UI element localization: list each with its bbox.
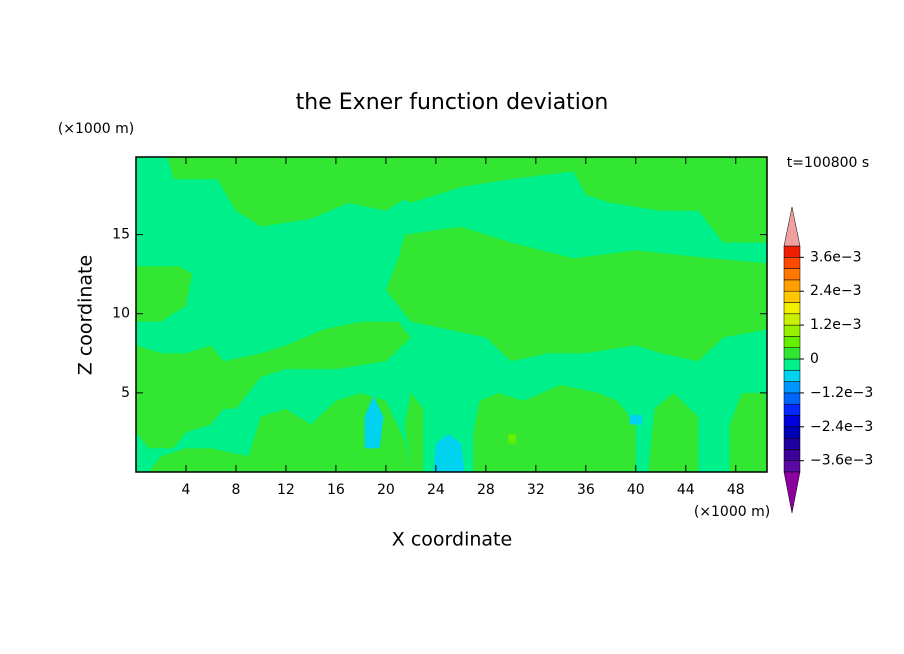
colorbar-box	[783, 370, 801, 382]
x-axis-label: X coordinate	[392, 529, 512, 551]
x-tick-label: 20	[377, 482, 395, 498]
colorbar-box	[783, 268, 801, 281]
x-tick-label: 12	[277, 482, 295, 498]
colorbar-box	[783, 347, 801, 360]
time-annotation: t=100800 s	[787, 155, 869, 171]
contour-region	[136, 266, 193, 322]
contour-region	[433, 434, 465, 472]
colorbar-box	[783, 290, 801, 303]
x-tick-label: 24	[427, 482, 445, 498]
colorbar-box	[783, 403, 801, 416]
contour-field	[136, 157, 767, 472]
contour-region	[629, 415, 642, 425]
x-tick-label: 4	[182, 482, 191, 498]
x-unit: (×1000 m)	[694, 504, 770, 520]
colorbar-box	[783, 324, 801, 337]
colorbar-tick-label: 1.2e−3	[810, 317, 862, 333]
colorbar-tick-label: −2.4e−3	[810, 419, 873, 435]
colorbar-box	[783, 460, 801, 473]
colorbar-box	[783, 437, 801, 450]
colorbar-box	[783, 302, 801, 315]
colorbar-box	[783, 381, 801, 394]
colorbar-tick-label: −3.6e−3	[810, 453, 873, 469]
contour-region	[136, 321, 411, 449]
colorbar-tick-label: 2.4e−3	[810, 283, 862, 299]
colorbar-tick-label: −1.2e−3	[810, 385, 873, 401]
contour-region	[473, 384, 636, 472]
contour-region	[385, 226, 767, 362]
x-tick-label: 40	[627, 482, 645, 498]
x-tick-label: 28	[477, 482, 495, 498]
y-tick-label: 15	[112, 227, 130, 243]
contour-region	[364, 396, 384, 449]
x-tick-label: 48	[727, 482, 745, 498]
y-tick-label: 10	[112, 306, 130, 322]
contour-region	[508, 434, 516, 444]
x-tick-label: 8	[231, 482, 240, 498]
y-tick-label: 5	[121, 385, 130, 401]
colorbar-box	[783, 279, 801, 292]
plot-frame	[135, 156, 768, 473]
colorbar-box	[783, 392, 801, 405]
colorbar-box	[783, 415, 801, 428]
colorbar-box	[783, 426, 801, 439]
contour-region	[648, 392, 699, 472]
colorbar-box	[783, 336, 801, 348]
colorbar-box	[783, 358, 801, 371]
colorbar-box	[783, 245, 801, 258]
colorbar-under-arrow	[783, 471, 801, 514]
x-tick-label: 16	[327, 482, 345, 498]
x-tick-label: 36	[577, 482, 595, 498]
colorbar-tick-label: 3.6e−3	[810, 249, 862, 265]
y-axis-label: Z coordinate	[75, 255, 97, 375]
chart-title: the Exner function deviation	[296, 90, 609, 115]
contour-region	[314, 157, 767, 243]
colorbar-over-arrow	[783, 206, 801, 247]
colorbar-box	[783, 449, 801, 461]
contour-region	[729, 392, 767, 472]
y-unit: (×1000 m)	[58, 121, 134, 137]
colorbar-tick-label: 0	[810, 351, 819, 367]
contour-region	[148, 392, 411, 472]
colorbar-box	[783, 313, 801, 326]
x-tick-label: 44	[677, 482, 695, 498]
colorbar-box	[783, 257, 801, 269]
contour-region	[404, 392, 424, 472]
x-tick-label: 32	[527, 482, 545, 498]
